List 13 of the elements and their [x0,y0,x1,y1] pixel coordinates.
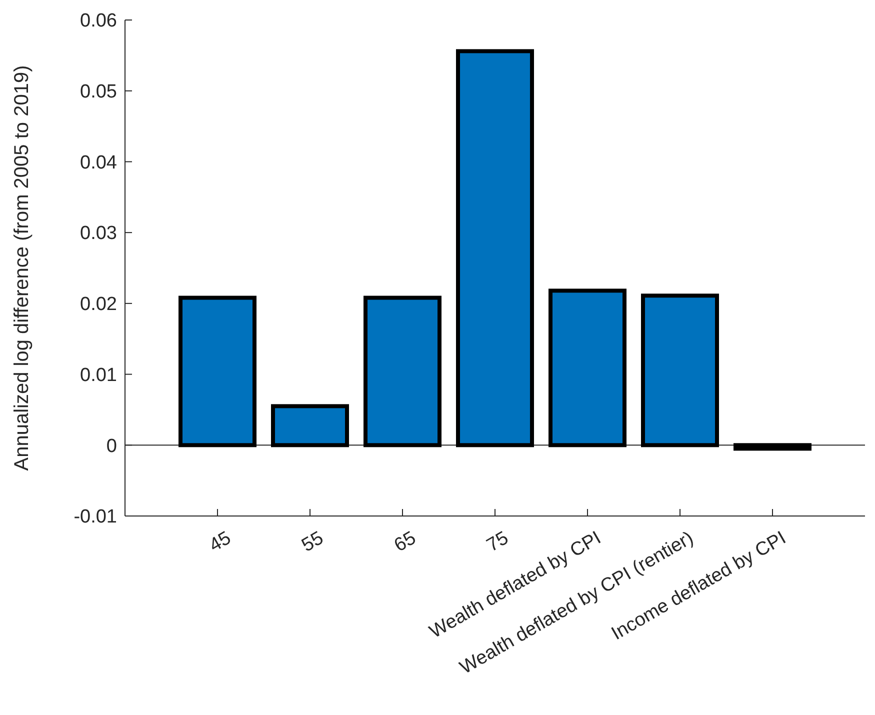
y-tick-label: -0.01 [74,506,117,528]
x-tick-label: 55 [298,528,328,556]
y-tick-label: 0.01 [80,364,117,386]
x-tick-label: 65 [390,528,420,556]
y-tick-label: 0 [106,436,117,457]
x-tick-label: 45 [206,528,235,556]
y-axis-title: Annualized log difference (from 2005 to 2019) [11,65,33,471]
y-tick-label: 0.06 [80,10,117,32]
x-tick-label: 75 [483,528,512,556]
y-tick-label: 0.03 [80,223,117,244]
y-tick-label: 0.04 [80,152,118,174]
y-tick-label: 0.05 [80,82,117,103]
y-tick-label: 0.02 [80,294,117,316]
